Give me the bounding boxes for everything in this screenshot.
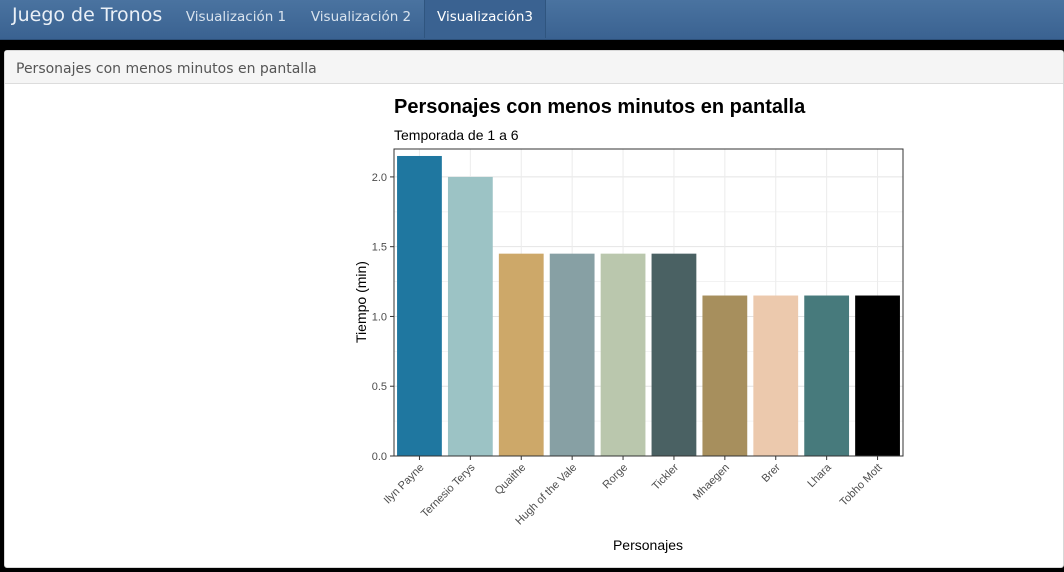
panel-title: Personajes con menos minutos en pantalla	[16, 61, 317, 77]
x-tick-label: Mhaegen	[691, 462, 732, 503]
y-tick-label: 1.5	[372, 242, 387, 254]
x-tick-label: Tickler	[650, 461, 681, 492]
bar	[549, 253, 595, 456]
y-axis-label: Tiempo (min)	[353, 261, 369, 343]
y-tick-label: 0.0	[372, 451, 387, 463]
x-tick-label: Quaithe	[493, 462, 529, 498]
bars	[397, 155, 900, 456]
tab-visualizacion-2[interactable]: Visualización 2	[310, 9, 412, 25]
chart-title: Personajes con menos minutos en pantalla	[394, 96, 806, 118]
x-tick-label: Rorge	[600, 462, 630, 492]
plot-border	[393, 148, 904, 457]
y-axis: 0.0 0.5 1.0 1.5 2.0	[372, 172, 394, 463]
bar	[600, 253, 646, 456]
bar	[855, 295, 900, 456]
x-tick-label: Ternesio Terys	[419, 461, 478, 520]
tab-visualizacion-1[interactable]: Visualización 1	[185, 9, 287, 25]
panel-heading: Personajes con menos minutos en pantalla	[5, 51, 1063, 84]
tab-visualizacion-3[interactable]: Visualización3	[424, 0, 546, 38]
x-tick-label: Ilyn Payne	[382, 462, 427, 507]
x-axis-label: Personajes	[613, 537, 683, 553]
x-tick-label: Brer	[760, 461, 783, 484]
navbar: Juego de Tronos Visualización 1 Visualiz…	[0, 0, 1064, 40]
bar	[753, 295, 799, 456]
brand-title[interactable]: Juego de Tronos	[12, 4, 163, 26]
x-tick-label: Lhara	[805, 461, 834, 490]
y-tick-label: 1.0	[372, 311, 387, 323]
y-tick-label: 0.5	[372, 381, 387, 393]
x-tick-label: Tobho Mott	[838, 462, 885, 509]
bar	[397, 155, 442, 456]
bar	[447, 176, 493, 456]
bar	[498, 253, 544, 456]
bar	[702, 295, 748, 456]
chart-subtitle: Temporada de 1 a 6	[394, 127, 519, 143]
bar	[804, 295, 850, 456]
y-tick-label: 2.0	[372, 172, 387, 184]
bar	[651, 253, 697, 456]
